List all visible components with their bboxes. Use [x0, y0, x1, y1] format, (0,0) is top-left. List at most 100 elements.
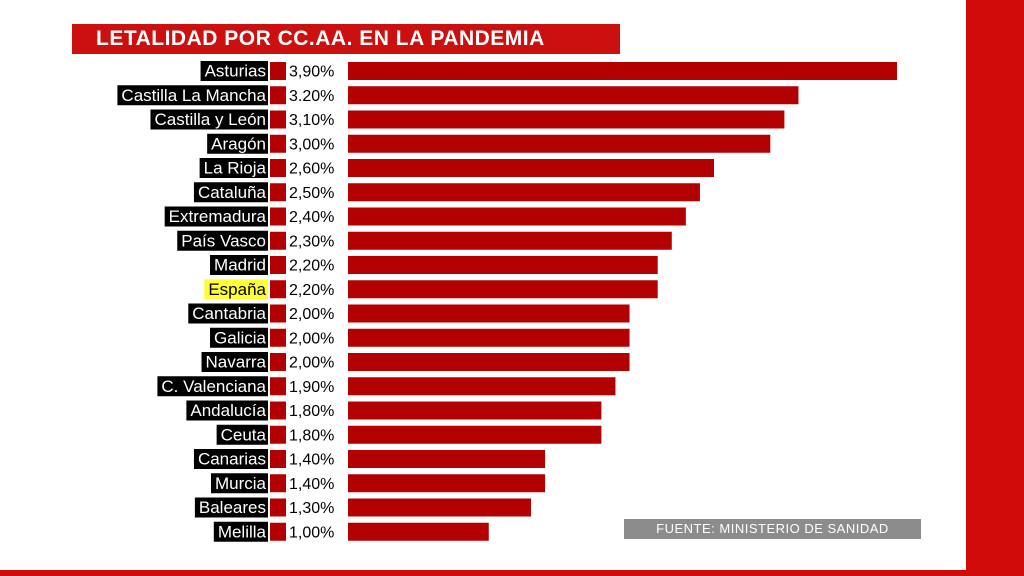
bar-cataluna	[348, 183, 700, 202]
category-label-bg-pais-vasco	[177, 230, 268, 251]
bar-stub-melilla	[270, 522, 286, 541]
value-label-murcia: 1,40%	[289, 476, 334, 493]
bottom-frame-band	[0, 570, 1024, 576]
bar-stub-andalucia	[270, 401, 286, 420]
bar-la-rioja	[348, 159, 714, 177]
bar-stub-castilla-y-leon	[270, 110, 286, 129]
bar-espana	[348, 280, 658, 299]
bar-stub-madrid	[270, 256, 286, 274]
bar-stub-galicia	[270, 328, 286, 347]
category-label-bg-extremadura	[164, 206, 268, 227]
category-label-bg-navarra	[201, 352, 268, 372]
bar-stub-ceuta	[270, 425, 286, 444]
bar-stub-espana	[270, 280, 286, 299]
bar-aragon	[348, 134, 771, 153]
category-label-murcia: Murcia	[215, 474, 267, 493]
category-label-bg-ceuta	[216, 424, 268, 445]
category-label-ceuta: Ceuta	[221, 425, 267, 444]
bar-stub-canarias	[270, 450, 286, 468]
bar-stub-asturias	[270, 62, 286, 80]
category-label-bg-galicia	[210, 327, 268, 348]
category-label-cataluna: Cataluña	[198, 183, 267, 202]
category-label-madrid: Madrid	[214, 256, 266, 275]
category-label-bg-castilla-la-mancha	[117, 85, 268, 106]
bar-stub-extremadura	[270, 207, 286, 226]
bar-melilla	[348, 522, 489, 541]
bar-stub-pais-vasco	[270, 231, 286, 250]
category-label-bg-canarias	[193, 449, 268, 469]
category-label-canarias: Canarias	[198, 450, 266, 469]
right-frame-band	[966, 0, 1024, 576]
chart-title: LETALIDAD POR CC.AA. EN LA PANDEMIA	[72, 24, 620, 54]
category-label-melilla: Melilla	[218, 522, 267, 541]
category-label-bg-murcia	[210, 473, 268, 494]
category-label-bg-aragon	[207, 133, 268, 154]
category-label-bg-madrid	[210, 255, 268, 275]
category-label-navarra: Navarra	[206, 353, 267, 372]
bar-stub-c-valenciana	[270, 377, 286, 396]
category-label-espana: España	[208, 280, 266, 299]
bar-stub-cantabria	[270, 304, 286, 323]
category-label-pais-vasco: País Vasco	[181, 231, 266, 250]
value-label-cantabria: 2,00%	[289, 306, 334, 323]
category-label-aragon: Aragón	[211, 134, 266, 153]
value-label-andalucia: 1,80%	[289, 403, 334, 420]
value-label-navarra: 2,00%	[289, 355, 334, 372]
category-label-castilla-la-mancha: Castilla La Mancha	[121, 86, 266, 105]
bar-stub-aragon	[270, 134, 286, 153]
value-label-ceuta: 1,80%	[289, 427, 334, 444]
value-label-asturias: 3,90%	[289, 64, 334, 81]
category-label-bg-andalucia	[186, 400, 268, 421]
category-label-bg-c-valenciana	[157, 376, 268, 397]
category-label-cantabria: Cantabria	[192, 304, 266, 323]
source-note: FUENTE: MINISTERIO DE SANIDAD	[624, 519, 921, 539]
bar-galicia	[348, 328, 630, 347]
value-label-pais-vasco: 2,30%	[289, 233, 334, 250]
bar-c-valenciana	[348, 377, 616, 396]
category-label-bg-asturias	[200, 61, 268, 81]
category-label-galicia: Galicia	[214, 328, 267, 347]
bar-stub-castilla-la-mancha	[270, 86, 286, 105]
category-label-baleares: Baleares	[199, 498, 266, 517]
category-label-extremadura: Extremadura	[169, 207, 267, 226]
bar-cantabria	[348, 304, 630, 323]
bar-castilla-la-mancha	[348, 86, 799, 105]
bar-navarra	[348, 353, 630, 371]
bar-stub-navarra	[270, 353, 286, 371]
category-label-asturias: Asturias	[205, 62, 266, 81]
category-label-bg-castilla-y-leon	[150, 109, 268, 130]
value-label-canarias: 1,40%	[289, 452, 334, 469]
category-label-bg-baleares	[194, 497, 268, 518]
bar-canarias	[348, 450, 546, 468]
category-label-castilla-y-leon: Castilla y León	[154, 110, 266, 129]
category-label-andalucia: Andalucía	[190, 401, 266, 420]
bar-andalucia	[348, 401, 602, 420]
bar-asturias	[348, 62, 897, 80]
value-label-baleares: 1,30%	[289, 500, 334, 517]
bar-ceuta	[348, 425, 602, 444]
bar-pais-vasco	[348, 231, 672, 250]
bar-baleares	[348, 498, 531, 517]
value-label-extremadura: 2,40%	[289, 209, 334, 226]
value-label-melilla: 1,00%	[289, 524, 334, 541]
category-label-bg-melilla	[213, 521, 268, 542]
category-label-c-valenciana: C. Valenciana	[161, 377, 266, 396]
bar-stub-cataluna	[270, 183, 286, 202]
bar-madrid	[348, 256, 658, 274]
category-label-bg-espana	[204, 279, 268, 300]
bar-stub-la-rioja	[270, 159, 286, 177]
value-label-madrid: 2,20%	[289, 258, 334, 275]
bar-murcia	[348, 474, 546, 493]
value-label-galicia: 2,00%	[289, 330, 334, 347]
bar-castilla-y-leon	[348, 110, 785, 129]
category-label-bg-la-rioja	[199, 158, 268, 178]
value-label-castilla-y-leon: 3,10%	[289, 112, 334, 129]
value-label-la-rioja: 2,60%	[289, 161, 334, 178]
category-label-la-rioja: La Rioja	[204, 159, 267, 178]
value-label-castilla-la-mancha: 3.20%	[289, 88, 334, 105]
category-label-bg-cantabria	[188, 303, 268, 324]
value-label-aragon: 3,00%	[289, 136, 334, 153]
category-label-bg-cataluna	[193, 182, 268, 203]
value-label-cataluna: 2,50%	[289, 185, 334, 202]
